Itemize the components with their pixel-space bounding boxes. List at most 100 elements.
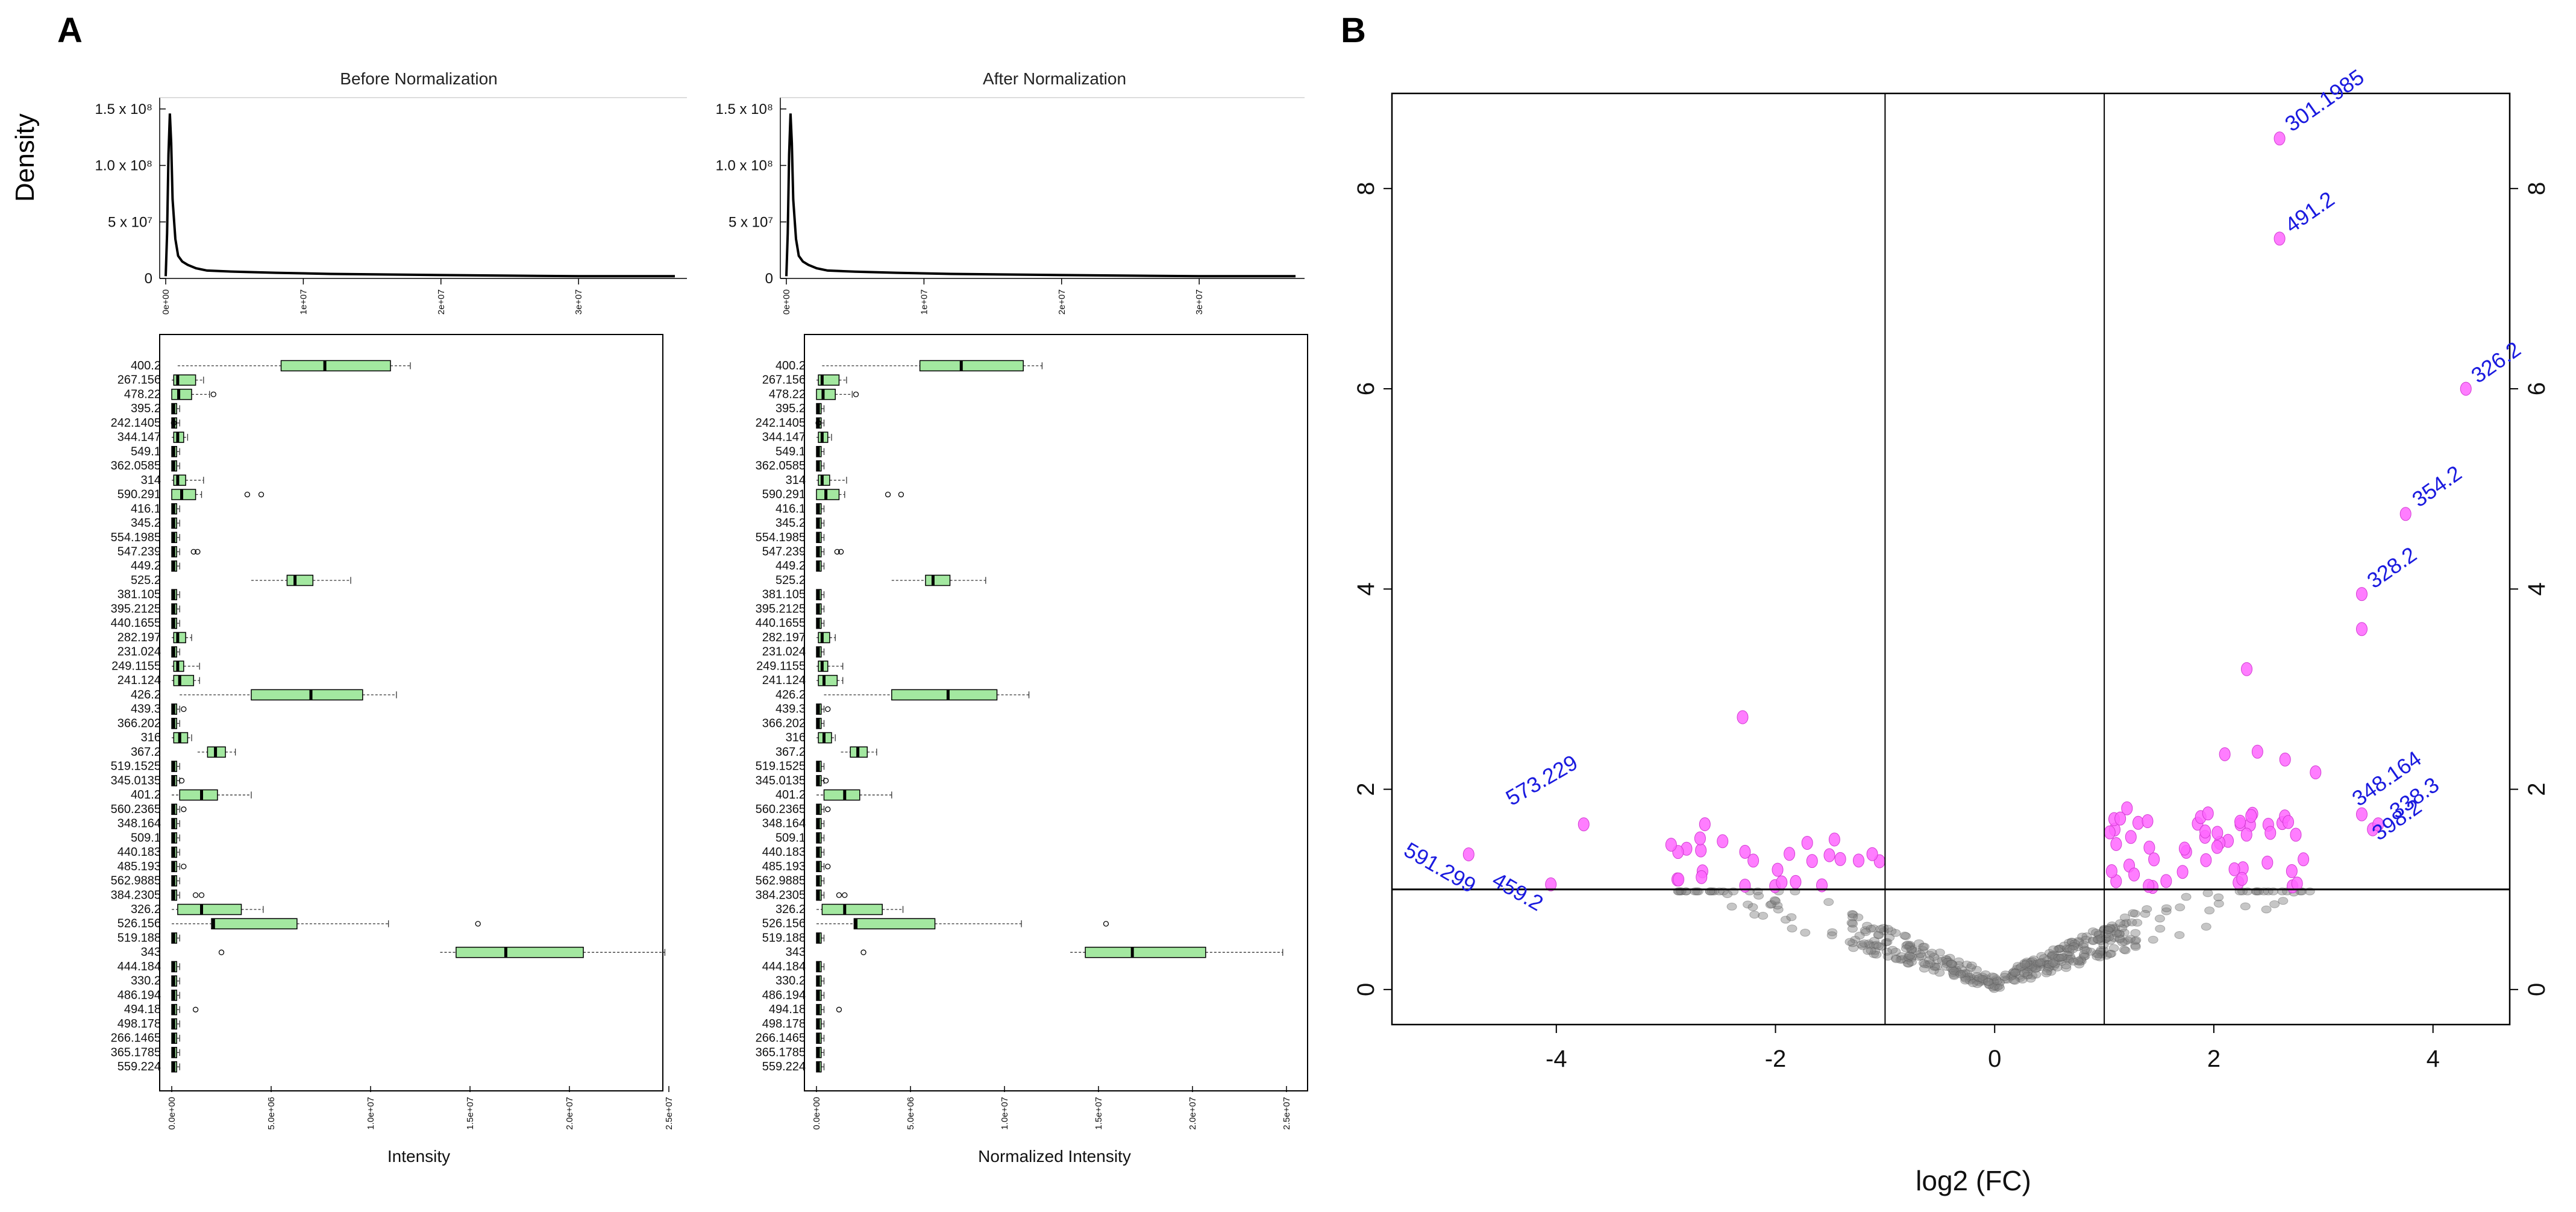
box-outlier: [836, 1006, 842, 1013]
volcano-point-sig: [1462, 847, 1474, 862]
box-body: [456, 946, 584, 958]
boxplot-category-label: 365.1785: [111, 1046, 161, 1059]
volcano-point-sig: [2261, 855, 2274, 870]
volcano-point-nonsig: [2055, 953, 2066, 962]
volcano-point-nonsig: [1847, 913, 1858, 922]
boxplot-category-label: 367.2: [131, 746, 161, 759]
volcano-point-nonsig: [1800, 929, 1811, 937]
volcano-point-nonsig: [2008, 969, 2019, 977]
volcano-point-sig: [2143, 840, 2155, 855]
volcano-point-nonsig: [1924, 956, 1935, 964]
volcano-point-nonsig: [2069, 942, 2079, 950]
volcano-point-nonsig: [2046, 952, 2057, 961]
volcano-point-nonsig: [1972, 977, 1982, 985]
volcano-point-nonsig: [2114, 930, 2125, 938]
volcano-ytick-label-right: 6: [2524, 382, 2550, 395]
boxplot-xtick-label: 2.5e+07: [1282, 1097, 1292, 1130]
volcano-point-nonsig: [1907, 946, 1917, 954]
volcano-ytick-label-left: 2: [1353, 782, 1379, 796]
box-body: [821, 903, 883, 915]
boxplot-category-label: 365.1785: [756, 1046, 806, 1059]
box-body: [816, 489, 840, 500]
volcano-point-sig: [2105, 864, 2117, 879]
volcano-point-nonsig: [2063, 955, 2073, 963]
boxplot-category-label: 549.1: [131, 445, 161, 458]
volcano-point-nonsig: [2130, 937, 2141, 945]
density-ytick-label: 1.5 x 10⁸: [715, 101, 773, 118]
volcano-point-nonsig: [2028, 959, 2039, 968]
volcano-point-nonsig: [1942, 958, 1953, 966]
volcano-point-nonsig: [2064, 952, 2075, 961]
volcano-point-nonsig: [2140, 909, 2151, 918]
volcano-point-nonsig: [1876, 943, 1887, 951]
volcano-point-nonsig: [2108, 925, 2119, 933]
volcano-point-nonsig: [2049, 962, 2060, 970]
box-body: [280, 360, 391, 372]
box-outlier: [190, 548, 196, 555]
volcano-point-nonsig: [2092, 950, 2102, 958]
volcano-point-nonsig: [2002, 975, 2013, 984]
volcano-point-nonsig: [2052, 963, 2063, 972]
volcano-point-nonsig: [1906, 946, 1917, 954]
volcano-point-nonsig: [1891, 955, 1902, 964]
volcano-point-nonsig: [1960, 969, 1970, 978]
volcano-point-nonsig: [2132, 918, 2143, 927]
volcano-point-sig: [1828, 832, 1840, 847]
volcano-point-label: 326.2: [2466, 336, 2525, 388]
volcano-plot: 301.1985491.2326.2354.2328.2348.164398.2…: [1353, 64, 2550, 1196]
volcano-point-sig: [2121, 801, 2133, 815]
volcano-point-sig: [2200, 853, 2212, 867]
boxplot-category-label: 439.3: [776, 703, 806, 716]
volcano-point-nonsig: [2099, 935, 2110, 944]
volcano-ytick-label-left: 6: [1353, 382, 1379, 395]
volcano-point-nonsig: [2129, 909, 2140, 918]
boxplot-category-label: 519.1525: [111, 760, 161, 773]
volcano-point-nonsig: [2055, 944, 2066, 953]
volcano-point-nonsig: [2213, 893, 2224, 902]
volcano-point-nonsig: [1907, 945, 1917, 953]
volcano-point-nonsig: [1904, 942, 1915, 950]
volcano-point-sig: [2132, 815, 2144, 830]
boxplot-category-label: 344.147: [118, 431, 161, 444]
volcano-point-sig: [2128, 867, 2140, 882]
volcano-point-nonsig: [1978, 977, 1988, 985]
boxplot-category-label: 343: [141, 946, 161, 959]
volcano-point-nonsig: [2121, 918, 2132, 927]
volcano-point-nonsig: [1954, 961, 1964, 969]
volcano-point-nonsig: [2054, 954, 2065, 962]
volcano-point-nonsig: [1905, 952, 1916, 960]
volcano-point-nonsig: [1969, 975, 1979, 983]
boxplot-category-label: 560.2365: [756, 803, 806, 816]
volcano-ytick-label-right: 2: [2524, 782, 2550, 796]
volcano-point-nonsig: [2201, 923, 2211, 931]
volcano-point-nonsig: [1917, 946, 1928, 954]
box-body: [1085, 946, 1206, 958]
boxplot-category-label: 395.2: [131, 402, 161, 415]
volcano-point-nonsig: [2046, 959, 2057, 968]
volcano-point-sig: [2199, 824, 2211, 839]
volcano-point-nonsig: [1923, 960, 1934, 969]
volcano-point-nonsig: [1868, 924, 1879, 932]
density-ytick-label: 1.0 x 10⁸: [715, 158, 773, 174]
volcano-point-nonsig: [1967, 975, 1978, 984]
volcano-point-nonsig: [2044, 949, 2055, 957]
volcano-point-nonsig: [1848, 944, 1859, 952]
volcano-point-nonsig: [1991, 975, 2002, 984]
volcano-point-nonsig: [2036, 952, 2047, 960]
volcano-point-nonsig: [2054, 956, 2064, 965]
volcano-point-nonsig: [2030, 965, 2041, 973]
boxplot-category-label: 440.1655: [111, 617, 161, 630]
volcano-point-nonsig: [2023, 963, 2034, 972]
volcano-point-nonsig: [2078, 940, 2089, 949]
volcano-point-nonsig: [2105, 924, 2116, 932]
volcano-point-nonsig: [1749, 911, 1760, 919]
volcano-ytick-label-left: 0: [1353, 983, 1379, 996]
volcano-point-nonsig: [2061, 964, 2072, 972]
volcano-point-nonsig: [1758, 912, 1769, 920]
volcano-point-nonsig: [2025, 975, 2036, 983]
density-ytick-label: 1.5 x 10⁸: [95, 101, 152, 118]
volcano-point-nonsig: [1766, 900, 1777, 908]
volcano-point-nonsig: [2126, 918, 2137, 926]
volcano-ytick-label-left: 8: [1353, 182, 1379, 195]
volcano-point-nonsig: [2261, 905, 2272, 914]
